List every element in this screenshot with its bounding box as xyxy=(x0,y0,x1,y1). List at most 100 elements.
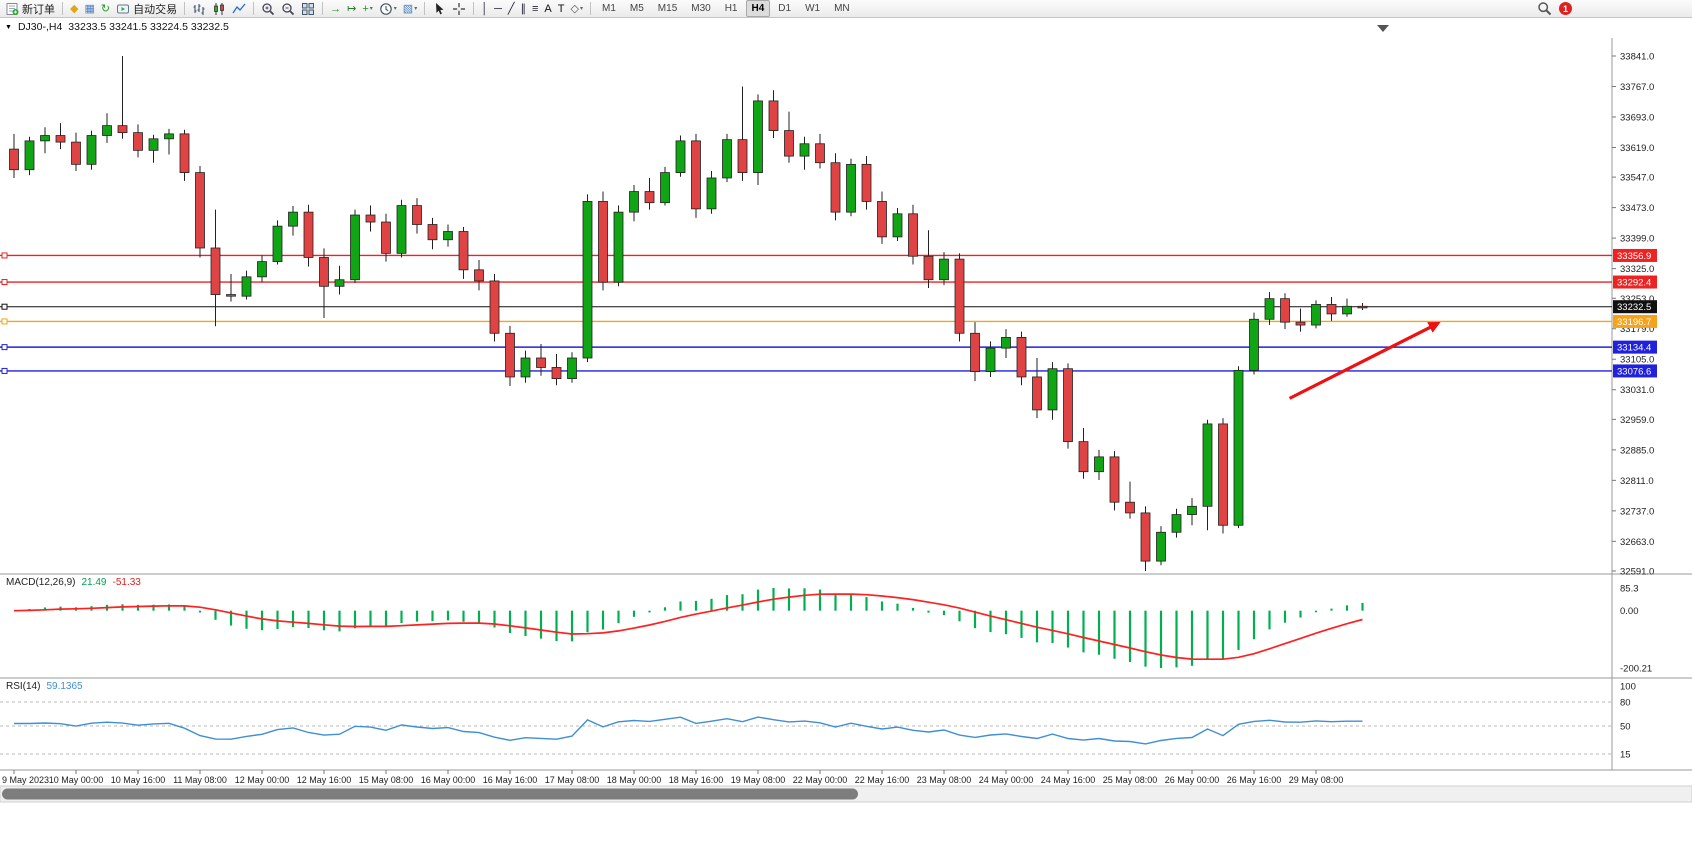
svg-text:26 May 16:00: 26 May 16:00 xyxy=(1227,775,1282,785)
timeframe-h1-button[interactable]: H1 xyxy=(724,3,738,14)
rsi-value: 59.1365 xyxy=(46,681,83,692)
line-handle[interactable] xyxy=(1,318,8,325)
line-handle[interactable] xyxy=(1,279,8,286)
timeframe-m5-button[interactable]: M5 xyxy=(629,3,644,14)
trendline-button[interactable]: ╱ xyxy=(506,1,517,17)
clock-icon xyxy=(379,2,393,16)
text-tool-icon: A xyxy=(544,2,552,15)
bar-chart-icon xyxy=(192,2,206,16)
toolbar-separator xyxy=(589,2,591,15)
zoom-out-button[interactable] xyxy=(279,1,297,17)
crosshair-button[interactable] xyxy=(450,1,468,17)
toolbar: 新订单 ◆ ▦ ↻ 自动交易 → ↦ + ▾ ▾ ▧ ▾ │ ─ ╱ ∥ ≡ A T ◇ ▾ M1 M5 M15 M30 H1 H4… xyxy=(0,0,1692,18)
toolbar-search-button[interactable] xyxy=(1535,1,1554,17)
zoom-in-icon xyxy=(261,2,275,16)
auto-trading-button[interactable]: 自动交易 xyxy=(114,1,179,17)
horizontal-line-object[interactable] xyxy=(0,279,1612,286)
data-window-button[interactable]: ▦ xyxy=(82,1,96,17)
svg-text:33547.0: 33547.0 xyxy=(1620,173,1654,184)
chart-shift-button[interactable]: ↦ xyxy=(345,1,358,17)
svg-text:24 May 00:00: 24 May 00:00 xyxy=(979,775,1034,785)
timeframe-m30-button[interactable]: M30 xyxy=(691,3,711,14)
scrollbar-thumb[interactable] xyxy=(2,788,858,800)
timeframe-mn-button[interactable]: MN xyxy=(834,3,850,14)
zoom-in-button[interactable] xyxy=(259,1,277,17)
cursor-arrow-icon xyxy=(432,2,446,16)
search-icon xyxy=(1537,1,1552,16)
navigator-button[interactable]: ↻ xyxy=(99,1,112,17)
horizontal-line-button[interactable]: ─ xyxy=(492,1,504,17)
auto-trading-button-label: 自动交易 xyxy=(133,3,178,16)
cursor-button[interactable] xyxy=(430,1,448,17)
horizontal-line-object[interactable] xyxy=(0,252,1612,259)
svg-text:33767.0: 33767.0 xyxy=(1620,82,1654,93)
svg-text:33325.0: 33325.0 xyxy=(1620,264,1654,275)
timeframe-d1-button[interactable]: D1 xyxy=(778,3,792,14)
auto-scroll-icon: → xyxy=(330,2,342,15)
price-badge xyxy=(1613,364,1657,378)
trend-arrow-annotation[interactable] xyxy=(1288,321,1441,400)
new-order-button[interactable]: 新订单 xyxy=(3,1,57,17)
horizontal-line-object[interactable] xyxy=(0,344,1612,351)
auto-scroll-button[interactable]: → xyxy=(328,1,343,17)
equidistant-channel-icon: ∥ xyxy=(520,2,527,15)
rsi-line xyxy=(14,716,1363,745)
chart-ohlc-header: ▼ DJ30-,H4 33233.5 33241.5 33224.5 33232… xyxy=(5,21,229,33)
periods-button[interactable]: ▾ xyxy=(377,1,399,17)
fibonacci-button[interactable]: ≡ xyxy=(530,1,540,17)
label-tool-button[interactable]: T xyxy=(556,1,567,17)
line-handle[interactable] xyxy=(1,252,8,259)
svg-text:33473.0: 33473.0 xyxy=(1620,203,1654,214)
svg-text:19 May 08:00: 19 May 08:00 xyxy=(731,775,786,785)
pane-dividers xyxy=(0,38,1692,771)
svg-text:12 May 00:00: 12 May 00:00 xyxy=(235,775,290,785)
line-chart-button[interactable] xyxy=(230,1,248,17)
svg-text:9 May 2023: 9 May 2023 xyxy=(2,775,49,785)
tile-windows-button[interactable] xyxy=(299,1,317,17)
chart-canvas[interactable]: 33841.0 33767.0 33693.0 33619.0 33547.0 33473… xyxy=(0,18,1692,858)
toolbar-separator xyxy=(62,2,63,15)
price-axis: 33841.0 33767.0 33693.0 33619.0 33547.0 33473… xyxy=(1612,52,1654,578)
timeframe-m15-button[interactable]: M15 xyxy=(657,3,678,14)
svg-text:29 May 08:00: 29 May 08:00 xyxy=(1289,775,1344,785)
notification-badge[interactable]: 1 xyxy=(1559,2,1572,15)
bar-chart-button[interactable] xyxy=(190,1,208,17)
time-axis: 9 May 2023 10 May 00:00 10 May 16:00 11 May… xyxy=(2,770,1343,785)
vertical-line-button[interactable]: │ xyxy=(479,1,490,17)
toolbar-separator xyxy=(322,2,324,15)
svg-text:33841.0: 33841.0 xyxy=(1620,52,1654,63)
svg-text:33031.0: 33031.0 xyxy=(1620,385,1654,396)
svg-text:16 May 16:00: 16 May 16:00 xyxy=(483,775,538,785)
indicators-button[interactable]: + ▾ xyxy=(360,1,374,17)
timeframe-h4-button[interactable]: H4 xyxy=(745,0,771,17)
chart-shift-marker[interactable] xyxy=(1377,25,1389,32)
new-order-button-label: 新订单 xyxy=(22,3,55,16)
timeframe-w1-button[interactable]: W1 xyxy=(805,3,821,14)
svg-text:33105.0: 33105.0 xyxy=(1620,355,1654,366)
timeframe-m1-button[interactable]: M1 xyxy=(601,3,616,14)
rsi-panel: 100 80 50 15 xyxy=(0,682,1636,761)
shapes-button[interactable]: ◇ ▾ xyxy=(569,1,585,17)
templates-button[interactable]: ▧ ▾ xyxy=(401,1,419,17)
dropdown-caret-icon: ▾ xyxy=(393,6,397,12)
toolbar-separator xyxy=(473,2,475,15)
price-badge xyxy=(1613,314,1657,328)
collapse-chart-icon[interactable]: ▼ xyxy=(5,23,12,31)
dropdown-caret-icon: ▾ xyxy=(579,6,583,12)
channel-button[interactable]: ∥ xyxy=(519,1,529,17)
price-badge xyxy=(1613,248,1657,262)
line-handle[interactable] xyxy=(1,303,8,310)
data-window-icon: ▦ xyxy=(84,2,95,15)
horizontal-line-object[interactable] xyxy=(0,318,1612,325)
line-handle[interactable] xyxy=(1,344,8,351)
price-badge xyxy=(1613,340,1657,354)
line-handle[interactable] xyxy=(1,367,8,374)
candlestick-chart-button[interactable] xyxy=(210,1,228,17)
price-badges: 33356.9 33292.4 33232.5 33196.7 33134.4 33076… xyxy=(1613,248,1657,378)
market-watch-button[interactable]: ◆ xyxy=(68,1,80,17)
svg-text:80: 80 xyxy=(1620,698,1631,709)
rsi-name: RSI(14) xyxy=(6,681,41,692)
text-tool-button[interactable]: A xyxy=(542,1,553,17)
tile-windows-icon xyxy=(301,2,315,16)
macd-signal-value: -51.33 xyxy=(112,577,141,588)
